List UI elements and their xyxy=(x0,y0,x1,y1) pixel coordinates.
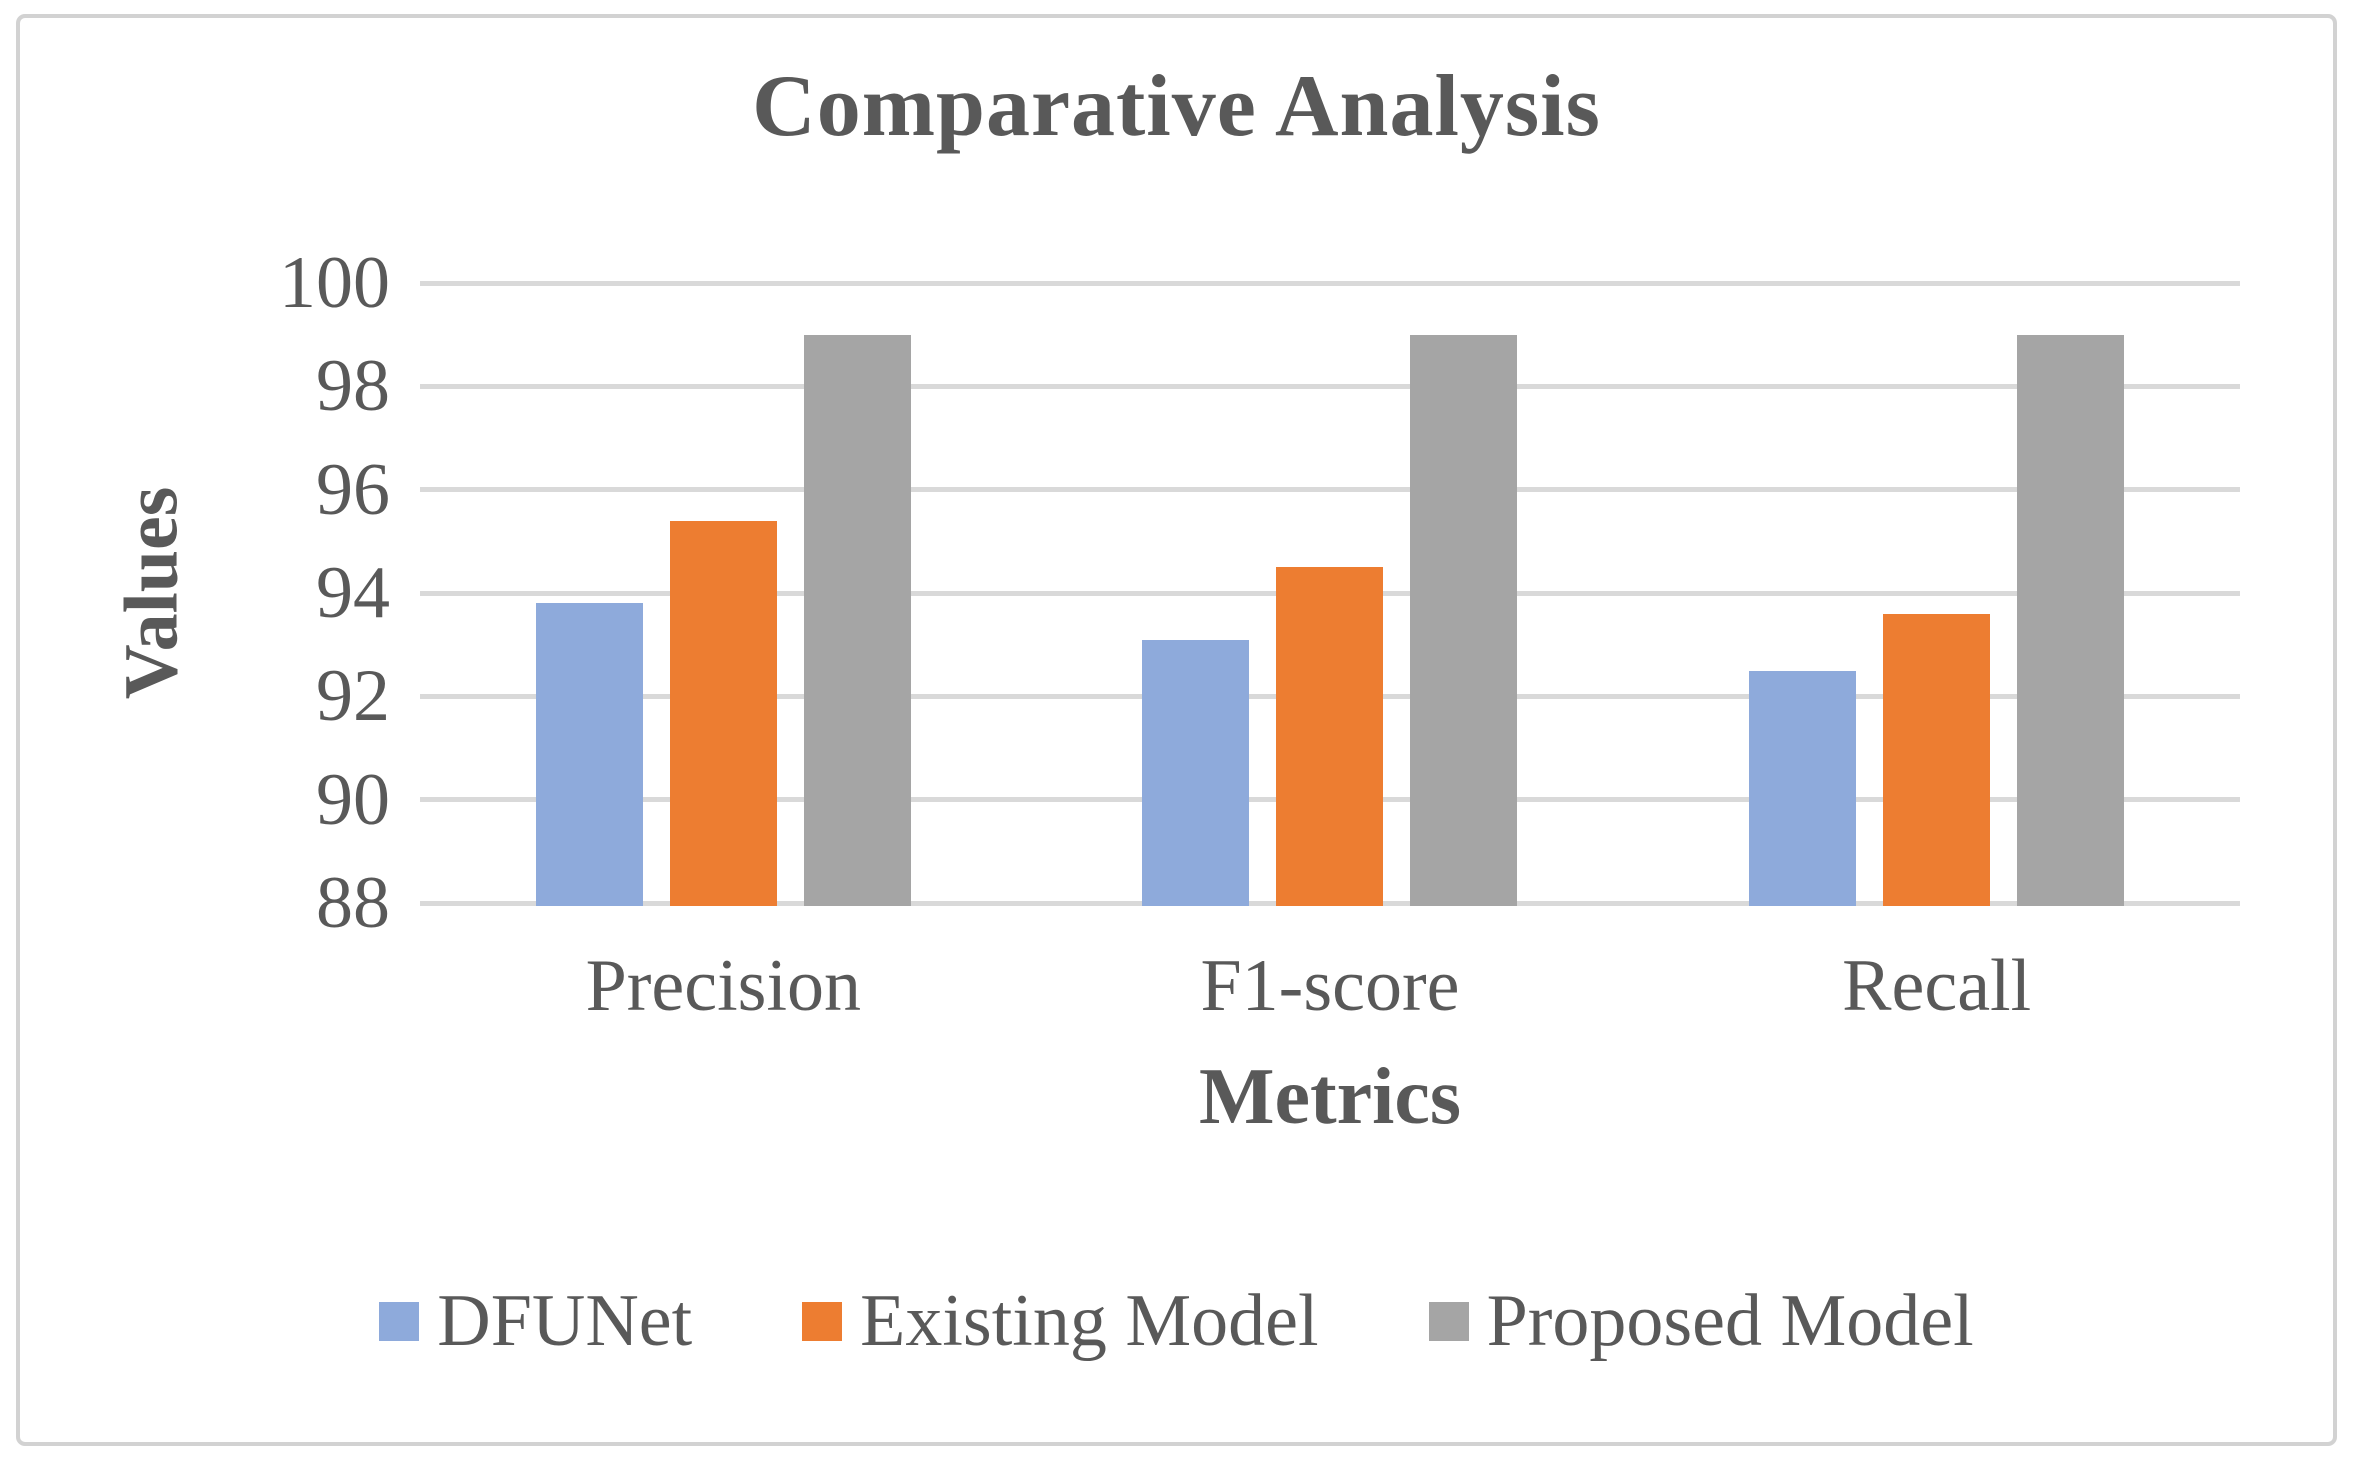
bar-dfunet-f1-score xyxy=(1142,639,1250,906)
legend-swatch-proposed-model xyxy=(1428,1301,1469,1341)
x-category-label-recall: Recall xyxy=(1842,945,2032,1027)
bar-existing-model-f1-score xyxy=(1276,567,1384,906)
legend-label-existing-model: Existing Model xyxy=(860,1280,1319,1362)
legend-item-dfunet: DFUNet xyxy=(379,1276,692,1366)
bar-proposed-model-precision xyxy=(803,334,911,906)
bar-dfunet-recall xyxy=(1749,670,1857,906)
bar-existing-model-recall xyxy=(1883,613,1991,906)
bar-existing-model-precision xyxy=(669,520,777,906)
bar-group-f1-score xyxy=(1027,283,1634,906)
y-tick-label-96: 96 xyxy=(316,448,390,531)
y-tick-label-92: 92 xyxy=(316,655,390,738)
legend-item-existing-model: Existing Model xyxy=(802,1276,1319,1366)
y-tick-label-94: 94 xyxy=(316,552,390,634)
gridline-y-98 xyxy=(420,383,2240,389)
bar-group-recall xyxy=(1633,283,2240,906)
bar-group-precision xyxy=(420,283,1027,906)
chart-title: Comparative Analysis xyxy=(752,58,1601,155)
bar-proposed-model-recall xyxy=(2017,334,2125,906)
y-tick-label-100: 100 xyxy=(279,242,390,324)
x-category-label-f1-score: F1-score xyxy=(1200,945,1460,1027)
legend-swatch-existing-model xyxy=(802,1301,843,1341)
y-tick-label-90: 90 xyxy=(316,758,390,841)
bar-proposed-model-f1-score xyxy=(1410,334,1518,906)
legend-swatch-dfunet xyxy=(379,1301,420,1341)
legend-item-proposed-model: Proposed Model xyxy=(1428,1276,1974,1366)
legend-label-proposed-model: Proposed Model xyxy=(1486,1280,1974,1362)
x-category-label-precision: Precision xyxy=(585,945,862,1027)
y-tick-label-98: 98 xyxy=(316,345,390,428)
x-axis-title: Metrics xyxy=(1198,1053,1462,1141)
legend: DFUNet Existing Model Proposed Model xyxy=(0,1276,2353,1366)
gridline-y-100 xyxy=(420,280,2240,286)
y-tick-label-88: 88 xyxy=(316,862,390,944)
legend-label-dfunet: DFUNet xyxy=(437,1280,693,1362)
gridline-y-96 xyxy=(420,487,2240,493)
bar-dfunet-precision xyxy=(535,603,643,906)
